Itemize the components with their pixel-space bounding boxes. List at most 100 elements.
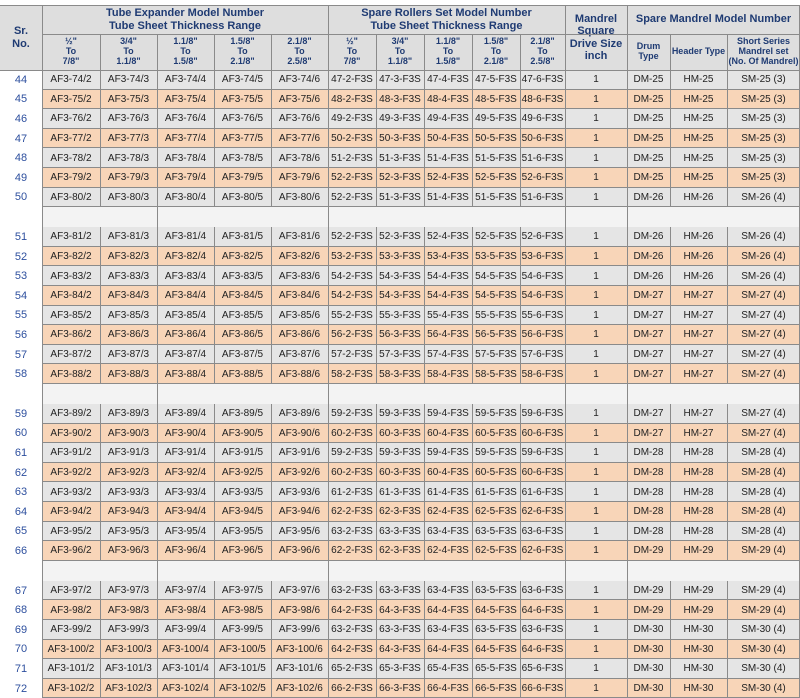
sr-no-cell: 45 <box>14 93 28 106</box>
tube-expander-cell: AF3-96/2 <box>50 545 92 557</box>
column-divider <box>520 34 521 208</box>
tube-expander-cell: AF3-88/6 <box>278 368 321 380</box>
spare-rollers-cell: 52-2-F3S <box>331 191 373 203</box>
spare-rollers-cell: 63-2-F3S <box>331 525 373 537</box>
drive-size-cell: 1 <box>593 113 599 125</box>
drum-type-cell: DM-25 <box>633 172 664 184</box>
tube-expander-cell: AF3-75/6 <box>278 93 321 105</box>
spare-rollers-cell: 64-4-F3S <box>427 643 469 655</box>
spare-rollers-cell: 60-5-F3S <box>475 427 517 439</box>
header-header-type: Header Type <box>671 46 726 57</box>
tube-expander-cell: AF3-77/3 <box>107 133 150 145</box>
tube-expander-cell: AF3-97/2 <box>50 585 92 597</box>
drum-type-cell: DM-28 <box>633 467 664 479</box>
tube-expander-cell: AF3-102/4 <box>162 683 209 695</box>
column-divider <box>100 34 101 208</box>
short-series-cell: SM-26 (4) <box>741 270 786 282</box>
tube-expander-cell: AF3-84/5 <box>221 290 264 302</box>
row-divider <box>42 599 800 601</box>
spare-rollers-cell: 62-4-F3S <box>427 506 469 518</box>
drive-size-cell: 1 <box>593 447 599 459</box>
short-series-cell: SM-26 (4) <box>741 231 786 243</box>
short-series-cell: SM-26 (4) <box>741 251 786 263</box>
table-row <box>42 462 800 483</box>
spare-rollers-cell: 48-3-F3S <box>379 93 421 105</box>
sr-no-cell: 51 <box>14 230 28 243</box>
table-row <box>42 364 800 384</box>
spare-rollers-cell: 48-5-F3S <box>475 93 517 105</box>
spare-rollers-cell: 61-2-F3S <box>331 486 373 498</box>
short-series-cell: SM-30 (4) <box>741 663 786 675</box>
tube-expander-cell: AF3-94/5 <box>221 506 264 518</box>
header-mid-border <box>42 34 800 35</box>
spare-rollers-cell: 54-5-F3S <box>475 270 517 282</box>
tube-expander-cell: AF3-100/2 <box>47 643 95 655</box>
column-divider <box>472 227 473 384</box>
spare-rollers-cell: 54-3-F3S <box>379 290 421 302</box>
tube-expander-cell: AF3-91/6 <box>278 447 321 459</box>
spare-rollers-cell: 52-5-F3S <box>475 231 517 243</box>
spare-rollers-cell: 55-4-F3S <box>427 309 469 321</box>
tube-expander-cell: AF3-83/3 <box>107 270 150 282</box>
tube-expander-cell: AF3-95/3 <box>107 525 150 537</box>
drive-size-cell: 1 <box>593 683 599 695</box>
header-type-cell: HM-28 <box>683 506 714 518</box>
sr-no-cell: 57 <box>14 348 28 361</box>
spare-rollers-cell: 52-2-F3S <box>331 172 373 184</box>
sr-no-cell: 61 <box>14 446 28 459</box>
short-series-cell: SM-25 (3) <box>741 133 786 145</box>
column-divider <box>727 227 728 384</box>
spare-rollers-cell: 64-2-F3S <box>331 604 373 616</box>
tube-expander-cell: AF3-99/6 <box>278 624 321 636</box>
tube-expander-cell: AF3-79/2 <box>50 172 92 184</box>
header-mandrel-square: Mandrel Square Drive Size inch <box>569 13 623 62</box>
column-divider <box>424 580 425 698</box>
drive-size-cell: 1 <box>593 251 599 263</box>
spare-rollers-cell: 47-4-F3S <box>427 74 469 86</box>
short-series-cell: SM-27 (4) <box>741 329 786 341</box>
header-range-sr-1: ½" To 7/8" <box>343 36 361 66</box>
row-divider <box>42 619 800 620</box>
header-type-cell: HM-27 <box>683 349 714 361</box>
spare-rollers-cell: 47-2-F3S <box>331 74 373 86</box>
table-row <box>42 286 800 306</box>
drum-type-cell: DM-27 <box>633 368 664 380</box>
column-divider <box>328 5 329 698</box>
tube-expander-cell: AF3-98/5 <box>221 604 264 616</box>
tube-expander-cell: AF3-74/6 <box>278 74 321 86</box>
spare-rollers-cell: 62-6-F3S <box>521 506 564 518</box>
column-divider <box>271 227 272 384</box>
row-divider <box>42 442 800 444</box>
spare-rollers-cell: 64-6-F3S <box>521 604 564 616</box>
tube-expander-cell: AF3-94/6 <box>278 506 321 518</box>
drive-size-cell: 1 <box>593 329 599 341</box>
spare-rollers-cell: 48-6-F3S <box>521 93 564 105</box>
spare-rollers-cell: 50-3-F3S <box>379 133 421 145</box>
tube-expander-cell: AF3-85/6 <box>278 309 321 321</box>
header-range-te-4: 1.5/8" To 2.1/8" <box>230 36 255 66</box>
table-row <box>42 639 800 660</box>
column-divider <box>42 5 43 698</box>
drum-type-cell: DM-28 <box>633 525 664 537</box>
drive-size-cell: 1 <box>593 309 599 321</box>
spare-rollers-cell: 63-4-F3S <box>427 525 469 537</box>
drum-type-cell: DM-30 <box>633 643 664 655</box>
column-divider <box>472 580 473 698</box>
tube-expander-cell: AF3-91/4 <box>164 447 207 459</box>
spare-rollers-cell: 64-5-F3S <box>475 604 517 616</box>
header-type-cell: HM-25 <box>683 172 714 184</box>
header-type-cell: HM-27 <box>683 427 714 439</box>
spare-rollers-cell: 59-3-F3S <box>379 447 421 459</box>
tube-expander-cell: AF3-89/4 <box>164 408 207 420</box>
spare-rollers-cell: 51-3-F3S <box>379 191 421 203</box>
header-range-te-5: 2.1/8" To 2.5/8" <box>287 36 312 66</box>
column-divider <box>214 227 215 384</box>
spare-rollers-cell: 60-6-F3S <box>521 427 564 439</box>
table-row <box>42 70 800 90</box>
tube-expander-cell: AF3-83/5 <box>221 270 264 282</box>
header-range-sr-5: 2.1/8" To 2.5/8" <box>530 36 555 66</box>
drive-size-cell: 1 <box>593 172 599 184</box>
drum-type-cell: DM-25 <box>633 113 664 125</box>
row-divider <box>42 265 800 267</box>
spare-rollers-cell: 51-5-F3S <box>475 191 517 203</box>
